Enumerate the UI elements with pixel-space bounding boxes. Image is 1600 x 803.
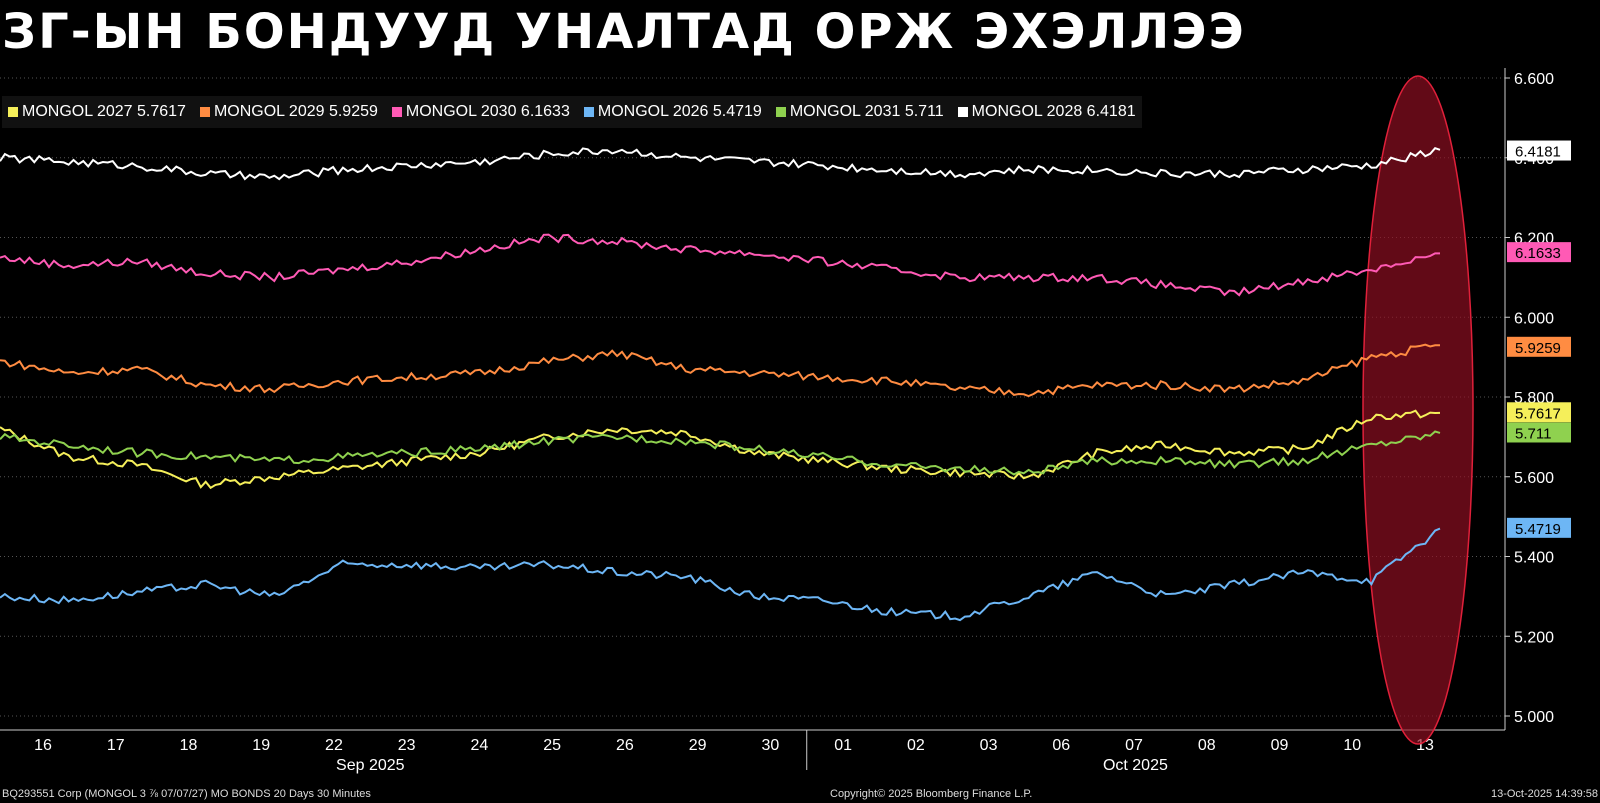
legend-swatch: [8, 107, 18, 117]
last-value-label: 5.9259: [1507, 336, 1571, 357]
series-line: [0, 527, 1441, 622]
x-tick-label: 01: [834, 737, 852, 754]
page-title: ЗГ-ЫН БОНДУУД УНАЛТАД ОРЖ ЭХЭЛЛЭЭ: [2, 4, 1246, 60]
last-value-text: 5.4719: [1515, 521, 1561, 538]
x-tick-label: 25: [543, 737, 561, 754]
last-value-label: 5.711: [1507, 422, 1571, 443]
last-value-text: 5.9259: [1515, 340, 1561, 357]
chart-legend: MONGOL 2027 5.7617 MONGOL 2029 5.9259 MONG…: [2, 96, 1142, 128]
y-tick-label: 6.600: [1514, 71, 1554, 88]
legend-label: MONGOL 2029 5.9259: [213, 103, 378, 120]
legend-swatch: [583, 107, 594, 117]
last-value-text: 6.4181: [1515, 144, 1561, 161]
legend-label: MONGOL 2031 5.711: [789, 103, 944, 120]
series-line: [0, 233, 1440, 297]
legend-label: MONGOL 2030 6.1633: [405, 103, 570, 120]
legend-item: MONGOL 2029 5.9259: [199, 103, 378, 121]
last-value-box: [1507, 517, 1571, 538]
last-value-label: 6.1633: [1507, 242, 1571, 263]
x-tick-label: 18: [180, 737, 198, 754]
legend-item: MONGOL 2027 5.7617: [8, 103, 186, 121]
x-tick-label: 24: [471, 737, 489, 754]
legend-label: MONGOL 2028 6.4181: [971, 103, 1136, 120]
x-tick-label: 09: [1271, 737, 1289, 754]
last-value-text: 5.7617: [1515, 405, 1561, 422]
x-tick-label: 29: [689, 737, 707, 754]
footer-copyright: Copyright© 2025 Bloomberg Finance L.P.: [830, 788, 1033, 800]
legend-label: MONGOL 2027 5.7617: [22, 103, 186, 120]
legend-swatch: [391, 107, 402, 117]
legend-swatch: [775, 107, 786, 117]
x-tick-label: 30: [761, 737, 779, 754]
series-line: [0, 343, 1441, 398]
legend-item: MONGOL 2031 5.711: [775, 103, 944, 121]
x-tick-label: 06: [1052, 737, 1070, 754]
x-tick-label: 19: [252, 737, 270, 754]
last-value-box: [1507, 242, 1571, 263]
legend-item: MONGOL 2030 6.1633: [391, 103, 570, 121]
last-value-label: 5.7617: [1507, 402, 1571, 423]
month-label: Oct 2025: [1103, 757, 1168, 774]
y-tick-label: 5.200: [1514, 629, 1554, 646]
last-value-text: 5.711: [1515, 425, 1551, 442]
footer-security-info: BQ293551 Corp (MONGOL 3 ⅞ 07/07/27) MO B…: [2, 788, 371, 800]
x-tick-label: 08: [1198, 737, 1216, 754]
x-tick-label: 23: [398, 737, 416, 754]
x-tick-label: 16: [34, 737, 52, 754]
x-tick-label: 07: [1125, 737, 1143, 754]
x-tick-label: 03: [980, 737, 998, 754]
last-value-box: [1507, 402, 1571, 423]
last-value-box: [1507, 140, 1571, 161]
last-value-label: 6.4181: [1507, 140, 1571, 161]
legend-item: MONGOL 2026 5.4719: [583, 103, 762, 121]
y-tick-label: 5.000: [1514, 709, 1554, 726]
x-tick-label: 17: [107, 737, 125, 754]
y-tick-label: 6.000: [1514, 310, 1554, 327]
highlight-ellipse: [1362, 75, 1474, 745]
series-line: [0, 430, 1441, 476]
series-line: [0, 147, 1441, 181]
legend-swatch: [199, 107, 210, 117]
last-value-box: [1507, 336, 1571, 357]
legend-label: MONGOL 2026 5.4719: [597, 103, 762, 120]
legend-item: MONGOL 2028 6.4181: [957, 103, 1136, 121]
last-value-text: 6.1633: [1515, 245, 1561, 262]
y-tick-label: 5.600: [1514, 470, 1554, 487]
x-tick-label: 02: [907, 737, 925, 754]
x-tick-label: 26: [616, 737, 634, 754]
last-value-box: [1507, 422, 1571, 443]
series-line: [0, 409, 1441, 490]
last-value-label: 5.4719: [1507, 517, 1571, 538]
month-label: Sep 2025: [336, 757, 405, 774]
y-tick-label: 5.400: [1514, 550, 1554, 567]
x-tick-label: 10: [1343, 737, 1361, 754]
legend-swatch: [957, 107, 968, 117]
x-tick-label: 22: [325, 737, 343, 754]
footer-timestamp: 13-Oct-2025 14:39:58: [1490, 788, 1598, 800]
